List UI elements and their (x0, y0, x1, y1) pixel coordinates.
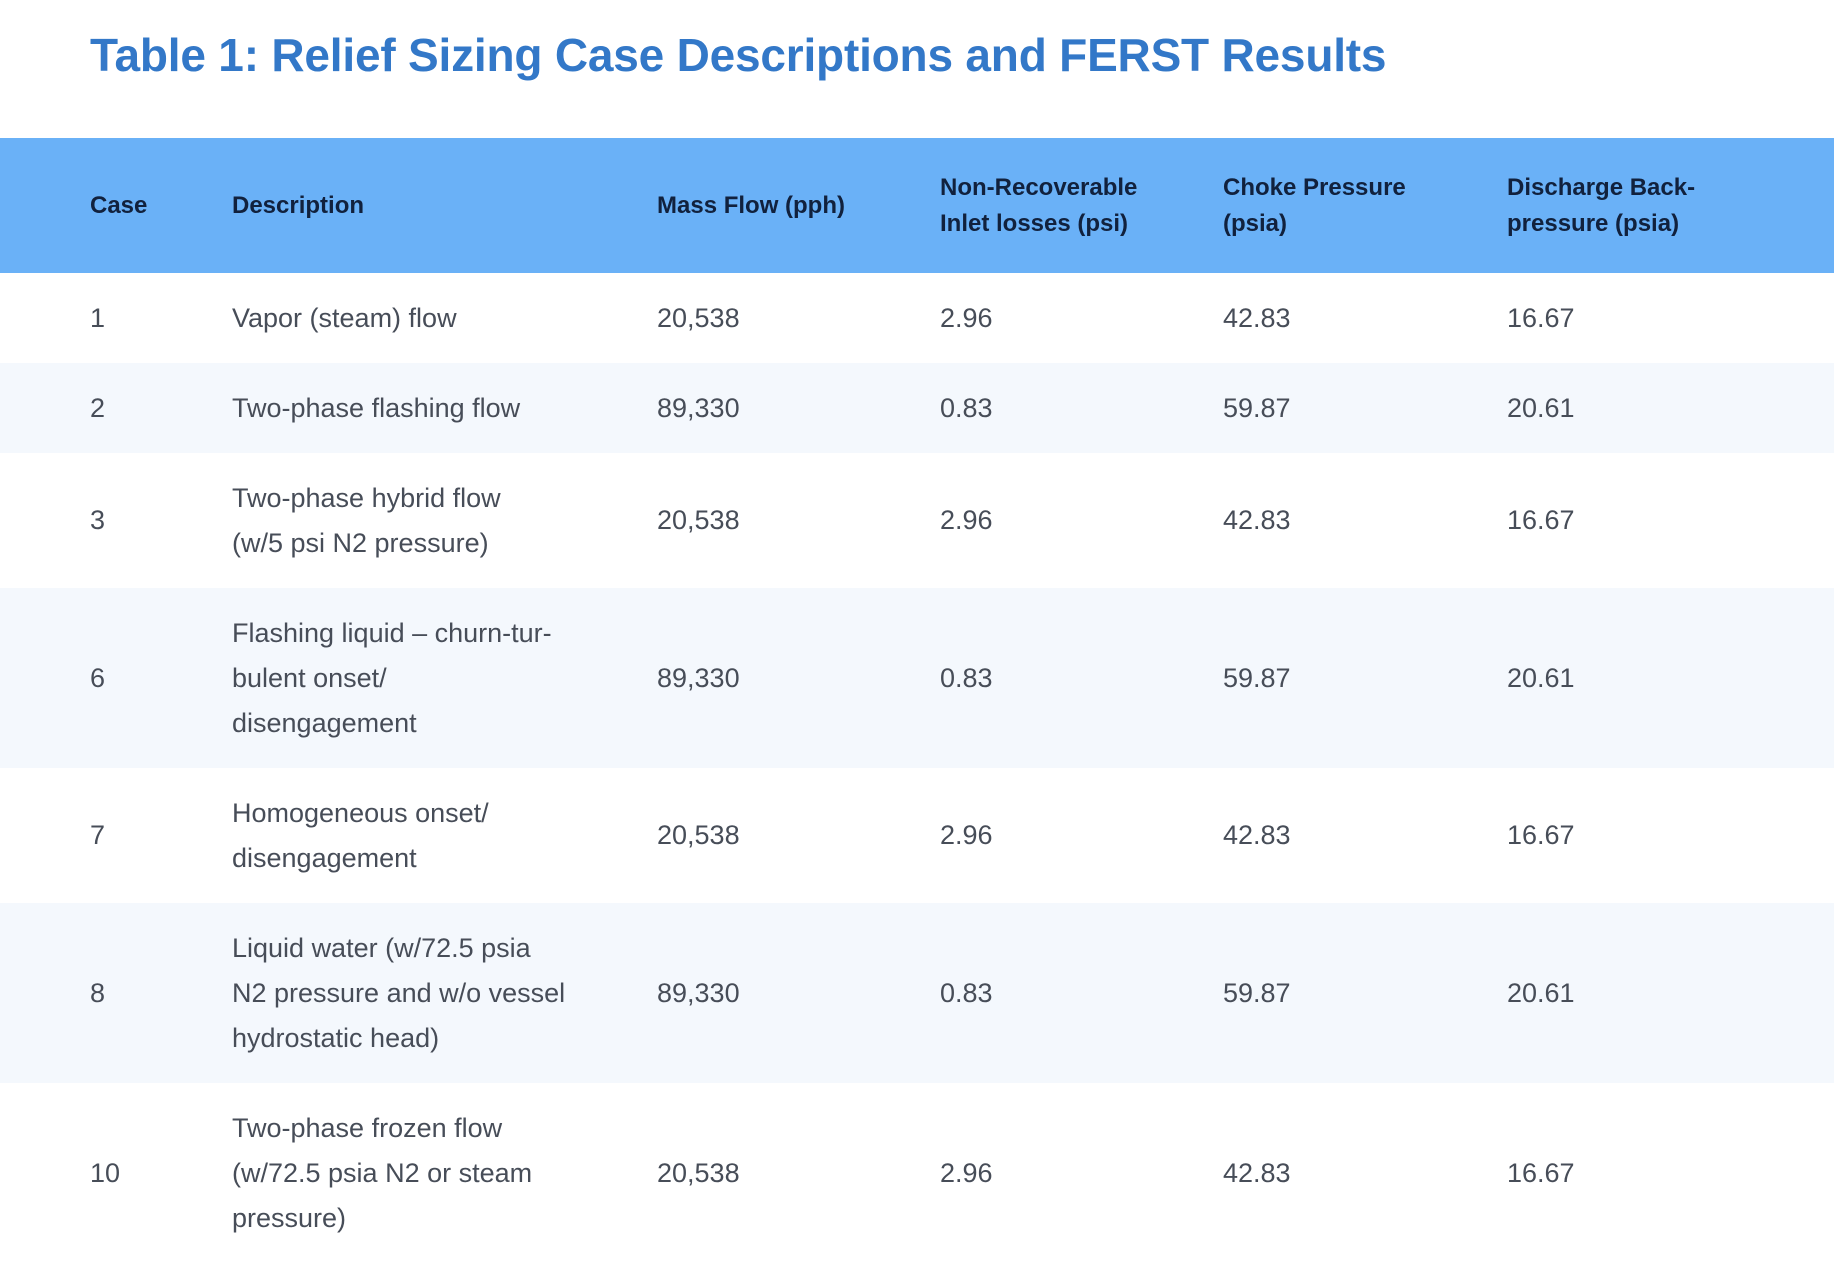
back-pressure-cell: 20.61 (1507, 392, 1575, 423)
description-line: Two-phase frozen flow (232, 1112, 503, 1143)
back-pressure-cell: 16.67 (1507, 505, 1575, 535)
header-mass-flow-label: Mass Flow (pph) (657, 191, 845, 219)
table-row: 2 Two-phase flashing flow 89,330 0.83 59… (0, 363, 1834, 453)
description-cell: Two-phase hybrid flow (w/5 psi N2 pressu… (232, 453, 657, 588)
header-row: Case Description Mass Flow (pph) Non-Rec… (0, 138, 1834, 273)
case-cell: 6 (90, 662, 106, 693)
choke-pressure-cell: 42.83 (1223, 820, 1291, 850)
choke-pressure-cell: 59.87 (1223, 977, 1291, 1008)
header-inlet-losses: Non-Recoverable Inlet losses (psi) (940, 138, 1223, 273)
header-description: Description (232, 138, 657, 273)
description-line: Two-phase flashing flow (232, 392, 521, 423)
table-row: 6 Flashing liquid – churn-tur- bulent on… (0, 588, 1834, 768)
description-cell: Flashing liquid – churn-tur- bulent onse… (232, 588, 657, 768)
description-cell: Homogeneous onset/ disengagement (232, 768, 657, 903)
description-line: disengagement (232, 707, 417, 738)
mass-flow-cell: 89,330 (657, 977, 740, 1008)
inlet-losses-cell: 0.83 (940, 977, 993, 1008)
header-description-label: Description (232, 191, 365, 219)
case-cell: 3 (90, 505, 106, 535)
results-table: Case Description Mass Flow (pph) Non-Rec… (0, 138, 1834, 1263)
header-back-pressure-line-1: Discharge Back- (1507, 173, 1696, 201)
description-line: Flashing liquid – churn-tur- (232, 617, 552, 648)
case-cell: 8 (90, 977, 106, 1008)
description-line: hydrostatic head) (232, 1022, 440, 1053)
inlet-losses-cell: 2.96 (940, 505, 993, 535)
description-line: pressure) (232, 1202, 347, 1233)
inlet-losses-cell: 2.96 (940, 1157, 993, 1188)
description-cell: Liquid water (w/72.5 psia N2 pressure an… (232, 903, 657, 1083)
description-line: Vapor (steam) flow (232, 302, 457, 333)
description-cell: Vapor (steam) flow (232, 273, 657, 363)
inlet-losses-cell: 2.96 (940, 820, 993, 850)
header-back-pressure-line-2: pressure (psia) (1507, 209, 1680, 237)
description-line: (w/5 psi N2 pressure) (232, 527, 489, 558)
case-cell: 7 (90, 820, 106, 850)
header-choke-pressure-line-1: Choke Pressure (1223, 173, 1406, 201)
back-pressure-cell: 16.67 (1507, 820, 1575, 850)
table-row: 10 Two-phase frozen flow (w/72.5 psia N2… (0, 1083, 1834, 1263)
mass-flow-cell: 20,538 (657, 505, 740, 535)
choke-pressure-cell: 42.83 (1223, 302, 1291, 333)
case-cell: 1 (90, 302, 106, 333)
choke-pressure-cell: 42.83 (1223, 1157, 1291, 1188)
mass-flow-cell: 20,538 (657, 820, 740, 850)
mass-flow-cell: 89,330 (657, 392, 740, 423)
back-pressure-cell: 20.61 (1507, 662, 1575, 693)
table-title: Table 1: Relief Sizing Case Descriptions… (90, 29, 1387, 81)
description-line: bulent onset/ (232, 662, 387, 693)
description-cell: Two-phase frozen flow (w/72.5 psia N2 or… (232, 1083, 657, 1263)
header-inlet-losses-line-2: Inlet losses (psi) (940, 209, 1129, 237)
description-line: Liquid water (w/72.5 psia (232, 932, 531, 963)
description-line: (w/72.5 psia N2 or steam (232, 1157, 533, 1188)
case-cell: 2 (90, 392, 106, 423)
table-row: 8 Liquid water (w/72.5 psia N2 pressure … (0, 903, 1834, 1083)
description-line: Homogeneous onset/ (232, 797, 489, 828)
table-row: 7 Homogeneous onset/ disengagement 20,53… (0, 768, 1834, 903)
inlet-losses-cell: 0.83 (940, 392, 993, 423)
case-cell: 10 (90, 1157, 121, 1188)
header-choke-pressure: Choke Pressure (psia) (1223, 138, 1507, 273)
choke-pressure-cell: 59.87 (1223, 662, 1291, 693)
back-pressure-cell: 16.67 (1507, 302, 1575, 333)
choke-pressure-cell: 59.87 (1223, 392, 1291, 423)
inlet-losses-cell: 2.96 (940, 302, 993, 333)
inlet-losses-cell: 0.83 (940, 662, 993, 693)
header-case-label: Case (90, 191, 148, 219)
description-cell: Two-phase flashing flow (232, 363, 657, 453)
header-mass-flow: Mass Flow (pph) (657, 138, 940, 273)
description-line: disengagement (232, 842, 417, 873)
header-inlet-losses-line-1: Non-Recoverable (940, 173, 1138, 201)
description-line: Two-phase hybrid flow (232, 482, 501, 513)
header-choke-pressure-line-2: (psia) (1223, 209, 1288, 237)
mass-flow-cell: 20,538 (657, 302, 740, 333)
header-back-pressure: Discharge Back- pressure (psia) (1507, 138, 1834, 273)
choke-pressure-cell: 42.83 (1223, 505, 1291, 535)
header-case: Case (0, 138, 232, 273)
table-row: 3 Two-phase hybrid flow (w/5 psi N2 pres… (0, 453, 1834, 588)
mass-flow-cell: 20,538 (657, 1157, 740, 1188)
description-line: N2 pressure and w/o vessel (232, 977, 566, 1008)
table-row: 1 Vapor (steam) flow 20,538 2.96 42.83 1… (0, 273, 1834, 363)
back-pressure-cell: 16.67 (1507, 1157, 1575, 1188)
mass-flow-cell: 89,330 (657, 662, 740, 693)
back-pressure-cell: 20.61 (1507, 977, 1575, 1008)
